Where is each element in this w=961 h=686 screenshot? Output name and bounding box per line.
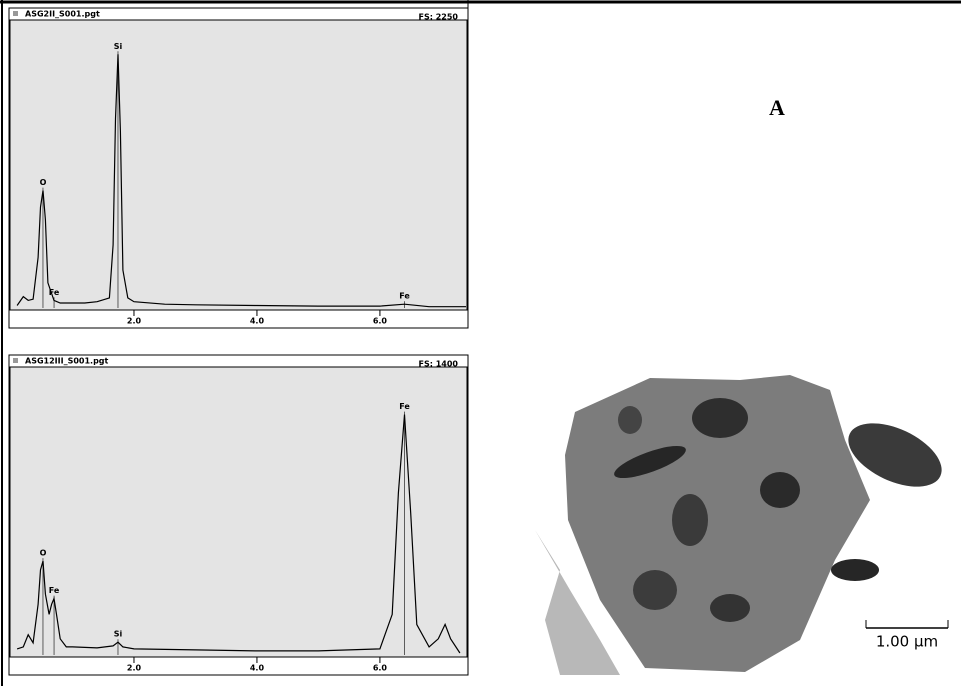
x-tick-label: 4.0 xyxy=(250,664,265,673)
spectrum-line xyxy=(16,414,461,654)
x-tick-label: 6.0 xyxy=(373,317,388,326)
full-scale: FS: 1400 xyxy=(419,360,459,369)
x-tick-label: 4.0 xyxy=(250,317,265,326)
particle xyxy=(848,423,942,487)
window-icon xyxy=(13,358,18,363)
x-tick-label: 2.0 xyxy=(127,664,142,673)
peak-label: Fe xyxy=(399,292,410,301)
texture xyxy=(535,530,620,675)
particle xyxy=(614,445,686,479)
plot-area xyxy=(9,19,468,311)
spectrum-panel: ASG2II_S001.pgt FS: 2250 2.0 4.0 6.0 O Si Fe Fe xyxy=(8,7,469,329)
peak-label: O xyxy=(40,178,47,187)
particle xyxy=(760,472,800,508)
panel-title: ASG12III_S001.pgt xyxy=(25,357,109,366)
particle xyxy=(672,494,708,546)
tem-image: 1.00 µm xyxy=(535,375,949,675)
peak-label: O xyxy=(40,549,47,558)
spectrum-panel: ASG12III_S001.pgt FS: 1400 2.0 4.0 6.0 O Fe Si F… xyxy=(8,354,469,676)
peak-label: Fe xyxy=(49,288,60,297)
particle xyxy=(692,398,748,438)
particle xyxy=(633,570,677,610)
particle xyxy=(831,559,879,581)
window-icon xyxy=(13,11,18,16)
peak-label: Fe xyxy=(49,586,60,595)
particle xyxy=(618,406,642,434)
x-tick-label: 2.0 xyxy=(127,317,142,326)
peak-label: Fe xyxy=(399,402,410,411)
x-tick-label: 6.0 xyxy=(373,664,388,673)
particle xyxy=(710,594,750,622)
plot-area xyxy=(9,366,468,658)
full-scale: FS: 2250 xyxy=(419,13,459,22)
panel-title: ASG2II_S001.pgt xyxy=(25,10,100,19)
peak-label: Si xyxy=(114,630,123,639)
panel-label: A xyxy=(769,95,785,120)
spectrum-line xyxy=(16,54,466,308)
peak-label: Si xyxy=(114,42,123,51)
scale-bar-label: 1.00 µm xyxy=(876,633,938,651)
